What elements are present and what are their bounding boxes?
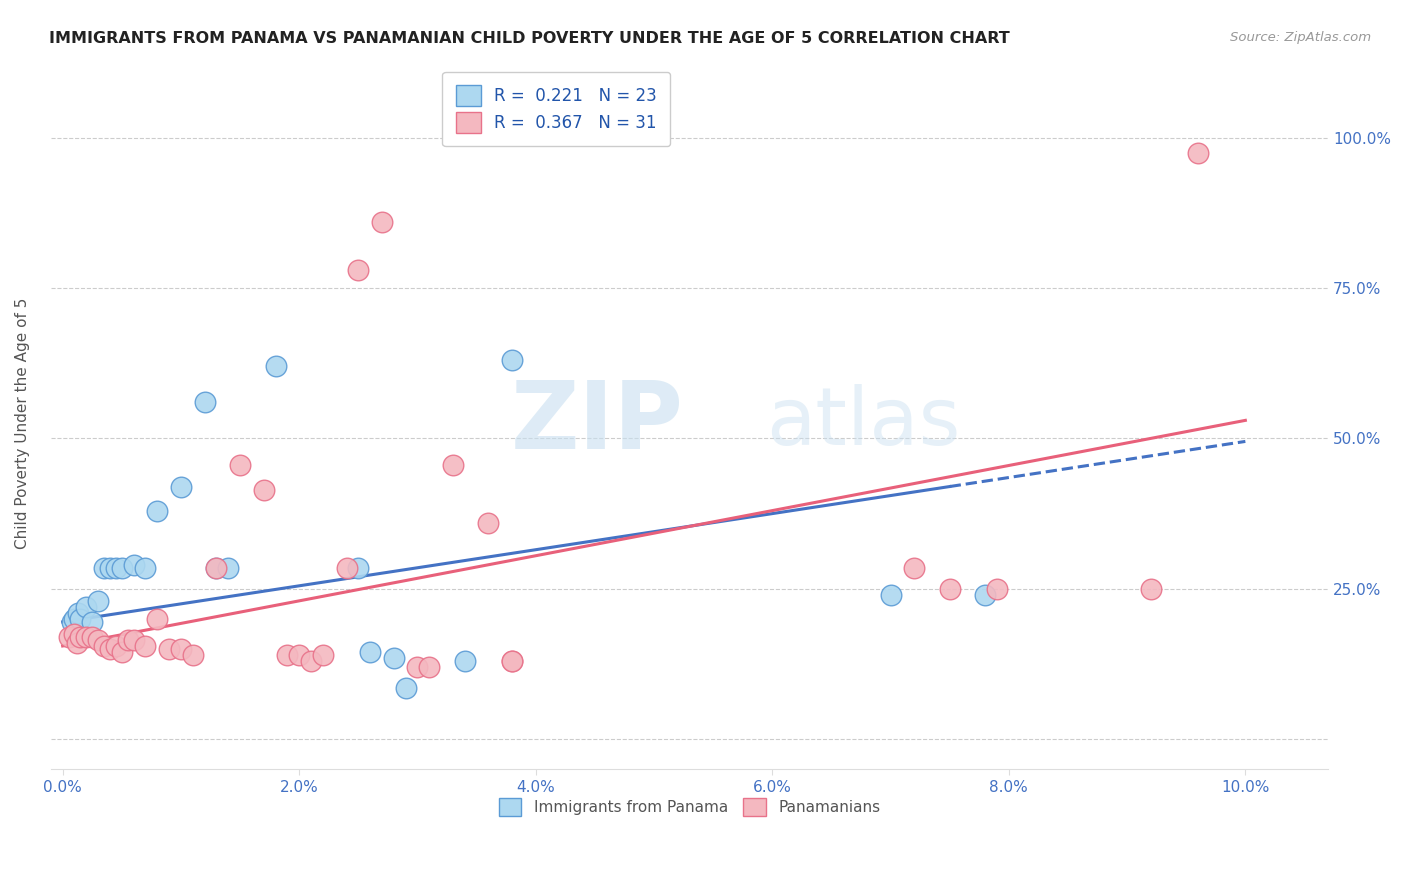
Point bbox=[63, 627, 86, 641]
Point bbox=[441, 458, 464, 473]
Point bbox=[288, 648, 311, 662]
Point bbox=[134, 639, 156, 653]
Point bbox=[938, 582, 960, 596]
Point bbox=[122, 632, 145, 647]
Point bbox=[104, 639, 127, 653]
Point bbox=[157, 642, 180, 657]
Point bbox=[111, 645, 134, 659]
Point bbox=[418, 660, 440, 674]
Point bbox=[58, 630, 80, 644]
Point bbox=[66, 636, 89, 650]
Point bbox=[229, 458, 252, 473]
Point bbox=[146, 612, 169, 626]
Point bbox=[395, 681, 418, 695]
Point bbox=[205, 561, 228, 575]
Point bbox=[170, 642, 193, 657]
Y-axis label: Child Poverty Under the Age of 5: Child Poverty Under the Age of 5 bbox=[15, 298, 30, 549]
Point bbox=[217, 561, 239, 575]
Point bbox=[879, 588, 901, 602]
Point bbox=[98, 561, 121, 575]
Point bbox=[312, 648, 335, 662]
Point bbox=[146, 503, 169, 517]
Point bbox=[1187, 145, 1209, 160]
Text: Source: ZipAtlas.com: Source: ZipAtlas.com bbox=[1230, 31, 1371, 45]
Point bbox=[104, 561, 127, 575]
Point bbox=[82, 615, 104, 629]
Point bbox=[501, 654, 523, 668]
Point bbox=[93, 639, 115, 653]
Point bbox=[69, 630, 91, 644]
Point bbox=[454, 654, 477, 668]
Point bbox=[335, 561, 357, 575]
Point bbox=[253, 483, 276, 497]
Point bbox=[82, 630, 104, 644]
Point bbox=[67, 606, 90, 620]
Point bbox=[194, 395, 217, 409]
Point bbox=[75, 599, 97, 614]
Point bbox=[382, 651, 405, 665]
Point bbox=[98, 642, 121, 657]
Point bbox=[75, 630, 97, 644]
Point bbox=[347, 561, 370, 575]
Point bbox=[117, 632, 139, 647]
Text: IMMIGRANTS FROM PANAMA VS PANAMANIAN CHILD POVERTY UNDER THE AGE OF 5 CORRELATIO: IMMIGRANTS FROM PANAMA VS PANAMANIAN CHI… bbox=[49, 31, 1010, 46]
Point bbox=[122, 558, 145, 572]
Point bbox=[347, 263, 370, 277]
Point bbox=[974, 588, 997, 602]
Point bbox=[170, 479, 193, 493]
Point bbox=[406, 660, 429, 674]
Point bbox=[60, 615, 83, 629]
Point bbox=[1139, 582, 1161, 596]
Point bbox=[299, 654, 322, 668]
Point bbox=[69, 612, 91, 626]
Point bbox=[903, 561, 925, 575]
Point bbox=[181, 648, 204, 662]
Point bbox=[264, 359, 287, 374]
Point bbox=[93, 561, 115, 575]
Text: ZIP: ZIP bbox=[510, 377, 683, 469]
Point bbox=[63, 612, 86, 626]
Point bbox=[134, 561, 156, 575]
Point bbox=[276, 648, 298, 662]
Point bbox=[501, 353, 523, 368]
Legend: Immigrants from Panama, Panamanians: Immigrants from Panama, Panamanians bbox=[491, 790, 889, 824]
Point bbox=[986, 582, 1008, 596]
Point bbox=[205, 561, 228, 575]
Point bbox=[477, 516, 499, 530]
Point bbox=[87, 632, 110, 647]
Point bbox=[501, 654, 523, 668]
Point bbox=[359, 645, 381, 659]
Text: atlas: atlas bbox=[766, 384, 960, 462]
Point bbox=[111, 561, 134, 575]
Point bbox=[371, 215, 394, 229]
Point bbox=[87, 594, 110, 608]
